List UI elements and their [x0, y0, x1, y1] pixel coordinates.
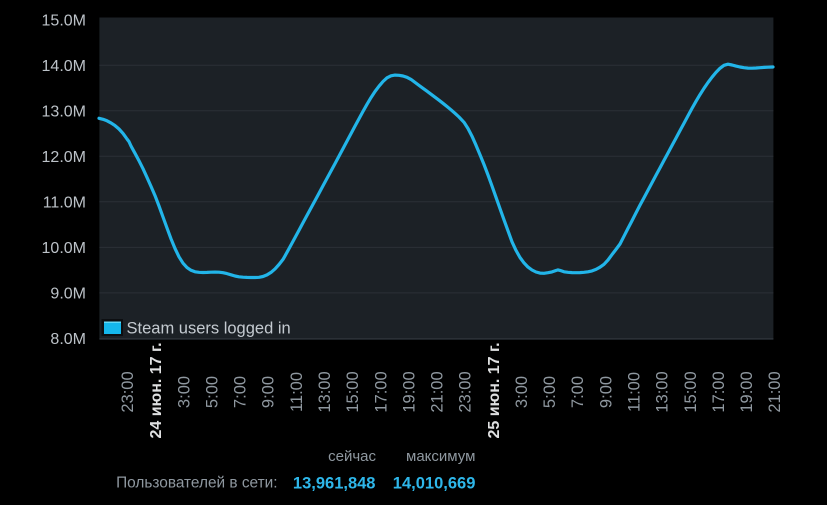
svg-text:15.0M: 15.0M	[42, 13, 86, 30]
svg-text:11:00: 11:00	[626, 372, 644, 412]
svg-text:11.0M: 11.0M	[43, 195, 86, 212]
svg-text:9.0M: 9.0M	[50, 286, 86, 303]
svg-text:3:00: 3:00	[513, 376, 531, 408]
svg-text:7:00: 7:00	[232, 376, 250, 408]
svg-text:максимум: максимум	[406, 448, 475, 465]
svg-text:10.0M: 10.0M	[42, 240, 86, 257]
svg-text:13:00: 13:00	[316, 371, 334, 412]
svg-text:13.0M: 13.0M	[42, 104, 86, 121]
svg-text:13,961,848: 13,961,848	[293, 475, 376, 493]
svg-text:17:00: 17:00	[372, 371, 390, 412]
svg-text:25 июн. 17 г.: 25 июн. 17 г.	[486, 342, 503, 438]
svg-text:14.0M: 14.0M	[42, 58, 86, 75]
svg-text:15:00: 15:00	[682, 371, 700, 412]
svg-text:21:00: 21:00	[429, 371, 447, 412]
svg-text:3:00: 3:00	[175, 376, 193, 408]
svg-text:23:00: 23:00	[457, 371, 475, 412]
svg-text:19:00: 19:00	[738, 371, 756, 412]
svg-text:5:00: 5:00	[203, 376, 221, 408]
svg-text:9:00: 9:00	[260, 376, 278, 408]
svg-text:13:00: 13:00	[654, 371, 672, 412]
svg-text:19:00: 19:00	[400, 371, 418, 412]
svg-text:5:00: 5:00	[541, 376, 559, 408]
svg-text:Пользователей в сети:: Пользователей в сети:	[116, 475, 277, 492]
svg-text:23:00: 23:00	[119, 371, 137, 412]
svg-text:14,010,669: 14,010,669	[393, 475, 476, 493]
svg-text:8.0M: 8.0M	[50, 331, 86, 348]
svg-text:12.0M: 12.0M	[42, 149, 86, 166]
svg-text:9:00: 9:00	[597, 376, 615, 408]
svg-text:сейчас: сейчас	[328, 448, 376, 465]
svg-text:17:00: 17:00	[710, 371, 728, 412]
svg-text:15:00: 15:00	[344, 371, 362, 412]
svg-text:21:00: 21:00	[766, 371, 784, 412]
svg-text:11:00: 11:00	[288, 372, 306, 412]
svg-text:7:00: 7:00	[569, 376, 587, 408]
svg-text:Steam users logged in: Steam users logged in	[127, 320, 291, 338]
svg-text:24 июн. 17 г.: 24 июн. 17 г.	[148, 342, 165, 438]
